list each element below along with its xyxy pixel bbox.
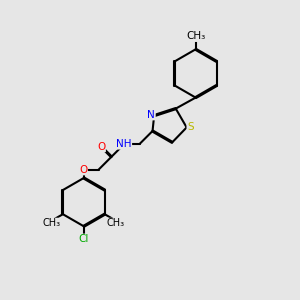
Text: N: N: [147, 110, 155, 120]
Text: S: S: [187, 122, 194, 132]
Text: CH₃: CH₃: [186, 31, 205, 41]
Text: CH₃: CH₃: [107, 218, 125, 228]
Text: NH: NH: [116, 139, 131, 149]
Text: O: O: [97, 142, 105, 152]
Text: O: O: [79, 165, 87, 175]
Text: CH₃: CH₃: [43, 218, 61, 228]
Text: Cl: Cl: [79, 234, 89, 244]
